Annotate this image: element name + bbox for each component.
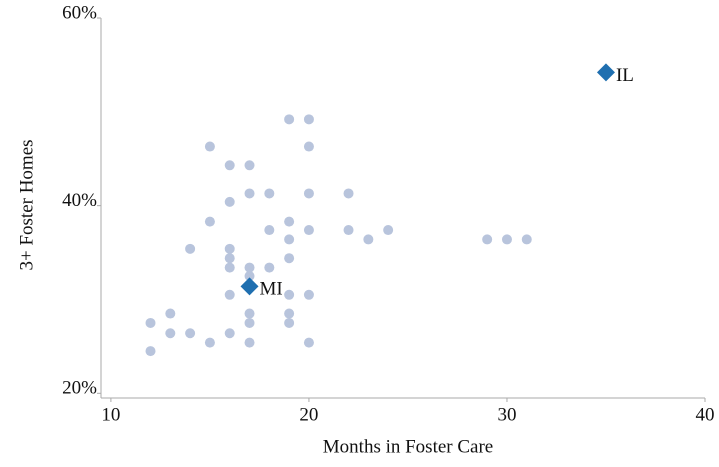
x-tick-label: 20 <box>299 404 318 425</box>
point <box>224 328 235 339</box>
highlight-point <box>240 277 259 296</box>
point <box>264 188 275 199</box>
point <box>224 243 235 254</box>
point <box>264 225 275 236</box>
point <box>204 216 215 227</box>
point <box>224 289 235 300</box>
point <box>204 141 215 152</box>
highlight-label: MI <box>260 279 283 300</box>
point <box>165 308 176 319</box>
point <box>482 234 493 245</box>
highlight-label: IL <box>616 65 634 86</box>
x-axis-label: Months in Foster Care <box>323 436 493 457</box>
point <box>343 225 354 236</box>
point <box>224 160 235 171</box>
point <box>303 225 314 236</box>
point <box>303 141 314 152</box>
point <box>244 317 255 328</box>
point <box>303 337 314 348</box>
point <box>244 160 255 171</box>
y-tick-label: 20% <box>62 378 97 399</box>
point <box>224 253 235 264</box>
point <box>165 328 176 339</box>
y-tick-label: 60% <box>62 2 97 23</box>
point <box>284 234 295 245</box>
point <box>383 225 394 236</box>
point <box>303 188 314 199</box>
point <box>284 317 295 328</box>
point <box>501 234 512 245</box>
point <box>284 308 295 319</box>
point <box>303 289 314 300</box>
point <box>224 262 235 273</box>
point <box>204 337 215 348</box>
point <box>244 271 255 282</box>
point <box>224 196 235 207</box>
point <box>363 234 374 245</box>
x-tick-label: 40 <box>696 404 715 425</box>
x-tick-label: 10 <box>101 404 120 425</box>
point <box>244 188 255 199</box>
point <box>145 346 156 357</box>
point <box>303 114 314 125</box>
point <box>284 216 295 227</box>
point <box>185 328 196 339</box>
y-tick-label: 40% <box>62 190 97 211</box>
point <box>284 253 295 264</box>
point <box>244 337 255 348</box>
point <box>521 234 532 245</box>
point <box>343 188 354 199</box>
point <box>284 289 295 300</box>
point <box>145 317 156 328</box>
point <box>244 308 255 319</box>
point <box>264 262 275 273</box>
point <box>185 243 196 254</box>
x-tick-label: 30 <box>497 404 516 425</box>
highlight-point <box>596 63 615 82</box>
point <box>244 262 255 273</box>
point <box>284 114 295 125</box>
y-axis-label: 3+ Foster Homes <box>16 139 37 270</box>
